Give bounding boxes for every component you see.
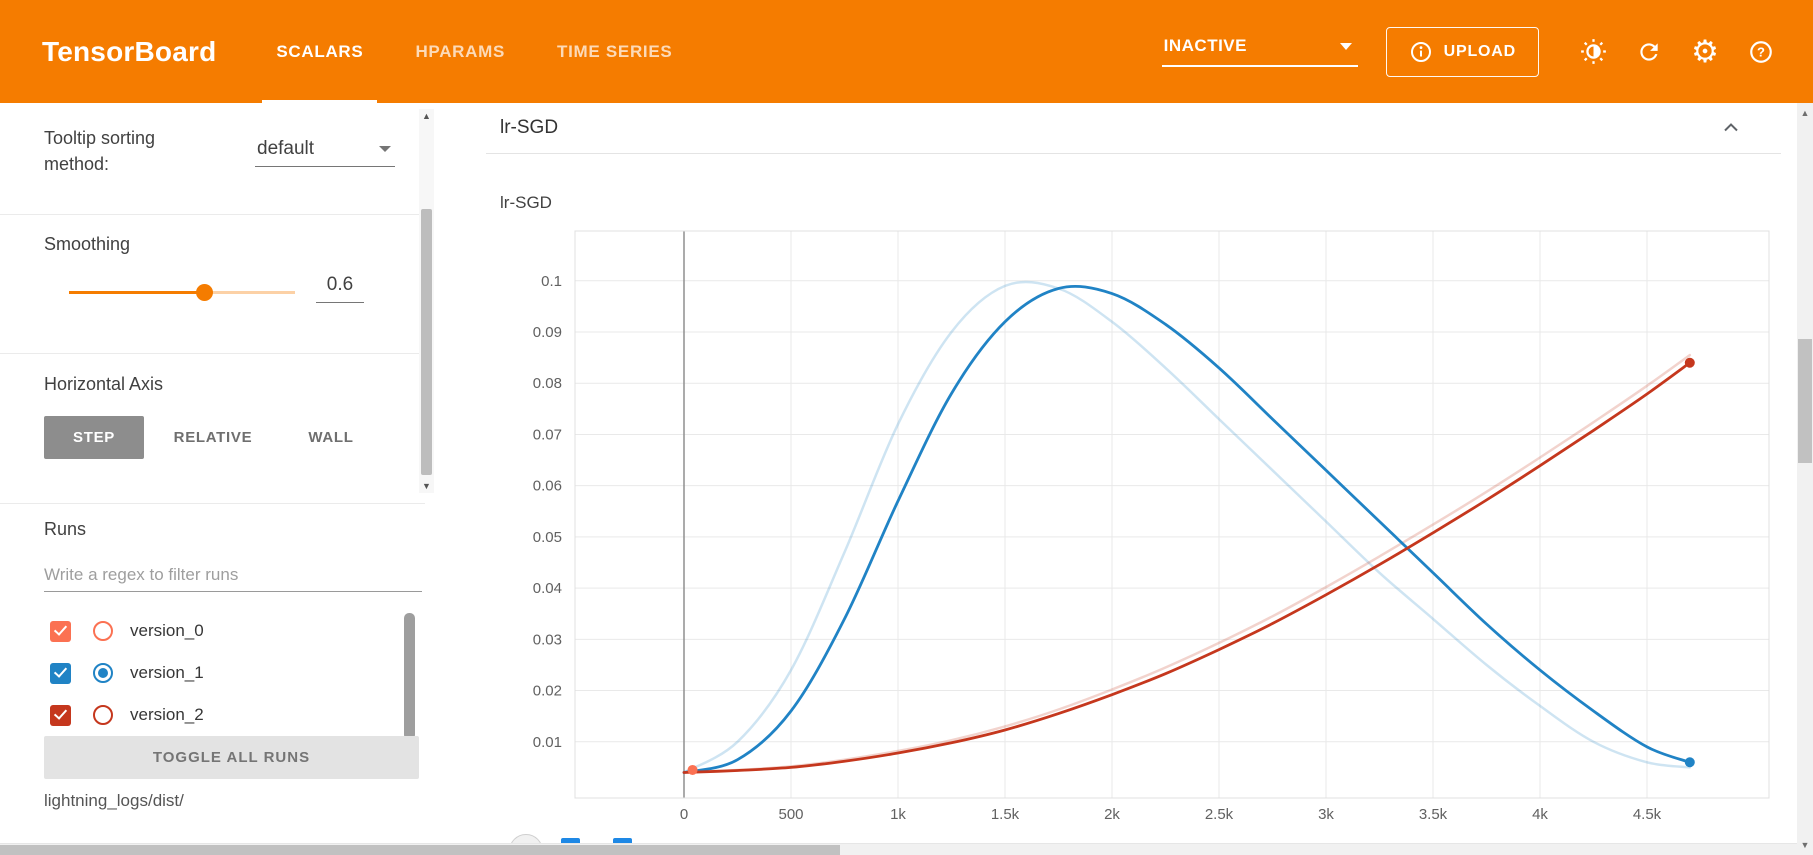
run-checkbox[interactable]	[50, 662, 71, 684]
scrollbar-thumb[interactable]	[1798, 339, 1812, 463]
chevron-down-icon	[379, 145, 391, 152]
tab-scalars-label: SCALARS	[276, 41, 364, 61]
tooltip-sorting-label: Tooltip sorting method:	[44, 128, 156, 175]
svg-text:4k: 4k	[1532, 806, 1548, 823]
tooltip-sorting-value: default	[257, 137, 315, 159]
axis-step-label: STEP	[73, 429, 115, 446]
svg-text:2.5k: 2.5k	[1205, 806, 1234, 823]
smoothing-value-input[interactable]: 0.6	[316, 267, 364, 303]
chevron-up-icon	[1724, 123, 1738, 132]
settings-sidebar: Tooltip sorting method: default Smoothin…	[0, 103, 440, 843]
collapse-group-button[interactable]	[1719, 116, 1743, 140]
scroll-down-icon[interactable]: ▼	[422, 481, 431, 491]
axis-wall-button[interactable]: WALL	[288, 416, 374, 459]
run-name: version_2	[130, 705, 204, 724]
svg-text:3.5k: 3.5k	[1419, 806, 1448, 823]
lr-sgd-chart[interactable]: 0.01 0.02 0.03 0.04 0.05 0.06 0.07 0.08 0.09 0.1 0…	[486, 154, 1782, 843]
upload-label: UPLOAD	[1443, 42, 1516, 60]
info-icon	[1410, 41, 1431, 62]
toggle-all-runs-button[interactable]: TOGGLE ALL RUNS	[44, 736, 419, 779]
divider	[0, 503, 425, 504]
top-bar: TensorBoard SCALARS HPARAMS TIME SERIES …	[0, 0, 1813, 103]
horizontal-scrollbar[interactable]	[0, 843, 1797, 855]
refresh-icon	[1640, 42, 1658, 61]
runs-scrollbar-thumb[interactable]	[404, 613, 415, 740]
smoothing-value: 0.6	[326, 273, 354, 295]
axis-relative-button[interactable]: RELATIVE	[160, 416, 266, 459]
run-state-value: INACTIVE	[1163, 36, 1247, 55]
divider	[0, 214, 425, 215]
scroll-down-icon[interactable]: ▼	[1800, 840, 1810, 850]
run-state-select[interactable]: INACTIVE	[1161, 36, 1358, 67]
sidebar-scrollbar[interactable]: ▲ ▼	[419, 109, 434, 493]
axis-step-button[interactable]: STEP	[44, 416, 144, 459]
svg-text:0.07: 0.07	[533, 426, 562, 443]
run-name: version_1	[130, 663, 204, 682]
settings-button[interactable]: ⚙	[1677, 24, 1733, 80]
axis-relative-label: RELATIVE	[173, 429, 253, 446]
smoothing-label: Smoothing	[44, 234, 131, 254]
main-tabs: SCALARS HPARAMS TIME SERIES	[250, 0, 698, 103]
tab-time-series-label: TIME SERIES	[557, 41, 673, 61]
smoothing-slider[interactable]	[69, 279, 295, 305]
svg-text:0.05: 0.05	[533, 529, 562, 546]
run-row-version-2[interactable]: version_2	[0, 694, 400, 736]
tab-hparams-label: HPARAMS	[415, 41, 506, 61]
run-checkbox[interactable]	[50, 620, 71, 642]
run-row-version-0[interactable]: version_0	[0, 610, 400, 652]
svg-text:3k: 3k	[1318, 806, 1334, 823]
svg-text:1k: 1k	[890, 806, 906, 823]
theme-toggle-button[interactable]	[1565, 24, 1621, 80]
svg-text:0.01: 0.01	[533, 734, 562, 751]
runs-title: Runs	[44, 519, 87, 539]
gear-icon: ⚙	[1691, 34, 1719, 69]
svg-text:2k: 2k	[1104, 806, 1120, 823]
run-radio[interactable]	[93, 621, 113, 641]
scrollbar-thumb[interactable]	[421, 209, 432, 475]
tab-scalars[interactable]: SCALARS	[250, 0, 389, 103]
run-checkbox[interactable]	[50, 704, 71, 726]
svg-text:1.5k: 1.5k	[991, 806, 1020, 823]
runs-filter-input[interactable]	[44, 558, 422, 592]
refresh-button[interactable]	[1621, 24, 1677, 80]
scroll-up-icon[interactable]: ▲	[1800, 108, 1810, 118]
svg-text:500: 500	[778, 806, 803, 823]
run-radio[interactable]	[93, 663, 113, 683]
app-logo: TensorBoard	[42, 35, 217, 67]
svg-text:0.02: 0.02	[533, 683, 562, 700]
group-title: lr-SGD	[500, 117, 559, 138]
svg-text:0.04: 0.04	[533, 580, 562, 597]
upload-button[interactable]: UPLOAD	[1385, 26, 1539, 77]
horizontal-axis-label: Horizontal Axis	[44, 374, 164, 394]
help-button[interactable]: ?	[1733, 24, 1789, 80]
chevron-down-icon	[1339, 42, 1352, 50]
svg-text:0: 0	[680, 806, 688, 823]
help-icon: ?	[1750, 40, 1772, 63]
scroll-up-icon[interactable]: ▲	[422, 111, 431, 121]
axis-wall-label: WALL	[308, 429, 354, 446]
run-row-version-1[interactable]: version_1	[0, 652, 400, 694]
tab-hparams[interactable]: HPARAMS	[389, 0, 531, 103]
brightness-icon	[1580, 39, 1606, 64]
slider-thumb[interactable]	[196, 284, 213, 301]
slider-fill	[69, 291, 204, 294]
svg-text:0.1: 0.1	[541, 273, 562, 290]
scrollbar-thumb[interactable]	[0, 845, 840, 855]
topbar-actions: INACTIVE UPLOAD	[1161, 24, 1789, 80]
svg-text:?: ?	[1757, 44, 1765, 59]
tab-time-series[interactable]: TIME SERIES	[531, 0, 698, 103]
log-directory-path: lightning_logs/dist/	[44, 791, 184, 810]
svg-text:4.5k: 4.5k	[1633, 806, 1662, 823]
svg-text:0.09: 0.09	[533, 324, 562, 341]
svg-text:0.06: 0.06	[533, 478, 562, 495]
svg-text:0.03: 0.03	[533, 631, 562, 648]
svg-text:lr-SGD: lr-SGD	[500, 193, 552, 212]
divider	[0, 353, 425, 354]
run-name: version_0	[130, 621, 204, 640]
vertical-scrollbar[interactable]: ▲ ▼	[1797, 103, 1813, 855]
run-radio[interactable]	[93, 705, 113, 725]
svg-text:0.08: 0.08	[533, 375, 562, 392]
scalar-group-header: lr-SGD	[486, 103, 1781, 154]
tooltip-sorting-select[interactable]: default	[255, 133, 395, 167]
